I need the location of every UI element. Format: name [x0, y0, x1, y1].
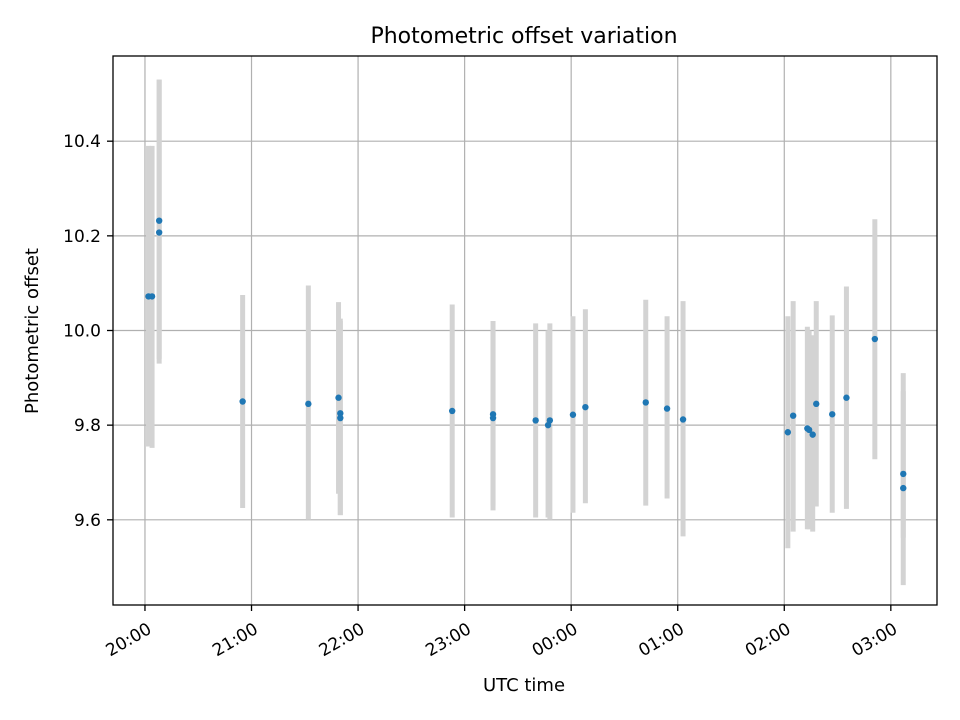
data-point	[337, 414, 344, 422]
y-tick-label: 10.2	[63, 227, 101, 247]
x-tick-label: 01:00	[635, 619, 687, 661]
x-tick-label: 22:00	[316, 619, 368, 661]
x-tick-label: 21:00	[209, 619, 261, 661]
x-tick-label: 20:00	[103, 619, 155, 661]
y-tick-label: 9.8	[74, 416, 101, 436]
chart-title: Photometric offset variation	[370, 24, 677, 49]
data-point	[843, 394, 850, 401]
data-point	[582, 403, 589, 411]
data-point	[663, 405, 671, 412]
y-axis-ticks: 9.6 9.8 10.0 10.2 10.4	[63, 132, 113, 531]
data-point	[239, 398, 246, 405]
data-point	[805, 426, 813, 434]
data-point	[679, 416, 687, 423]
y-tick-label: 10.4	[63, 132, 101, 152]
x-tick-label: 23:00	[422, 619, 474, 661]
data-point	[642, 399, 649, 406]
data-point	[305, 400, 312, 408]
data-point	[900, 484, 907, 492]
data-point	[155, 217, 163, 224]
data-point	[489, 414, 497, 422]
x-tick-label: 03:00	[849, 619, 901, 661]
x-axis-label: UTC time	[483, 675, 565, 696]
data-point	[532, 417, 539, 424]
data-point	[335, 394, 342, 401]
data-points	[145, 217, 907, 492]
x-tick-label: 02:00	[742, 619, 794, 661]
data-point	[337, 410, 344, 417]
data-point	[448, 407, 456, 415]
data-point	[569, 411, 577, 418]
x-axis-ticks: 20:00 21:00 22:00 23:00 00:00 01:00 02:00 03:00	[103, 605, 901, 661]
data-point	[829, 411, 836, 418]
error-bars	[146, 79, 906, 586]
data-point	[809, 431, 816, 438]
data-point	[789, 412, 797, 419]
data-point	[871, 335, 879, 343]
data-point	[155, 229, 163, 236]
x-tick-label: 00:00	[529, 619, 581, 661]
y-axis-label: Photometric offset	[22, 248, 43, 414]
data-point	[148, 293, 156, 300]
data-point	[784, 429, 792, 436]
data-point	[900, 470, 907, 478]
data-point	[813, 400, 820, 408]
y-tick-label: 9.6	[74, 511, 101, 531]
data-point	[546, 417, 554, 424]
y-tick-label: 10.0	[63, 322, 101, 342]
